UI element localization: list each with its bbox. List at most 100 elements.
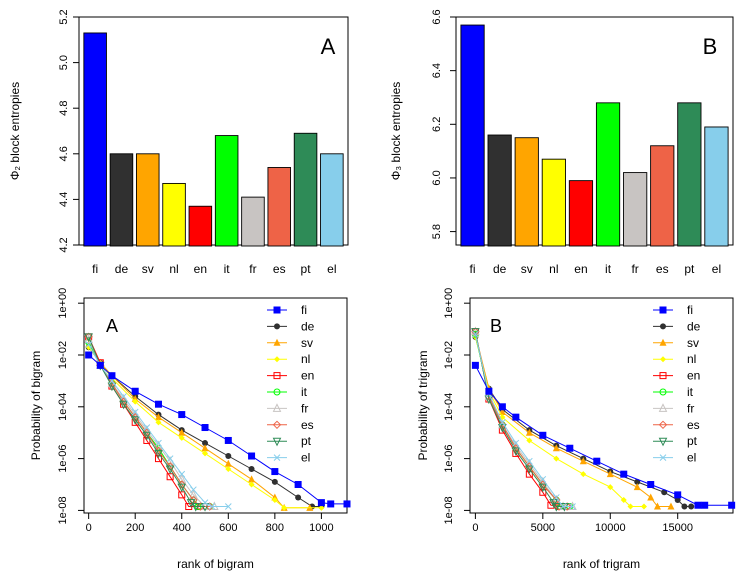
series-line-nl [474, 336, 644, 507]
y-tick-label: 1e+00 [443, 288, 455, 319]
x-tick-label-nl: nl [549, 262, 558, 276]
bar-sv [135, 153, 160, 247]
bar-de [109, 153, 134, 247]
series-line-en [474, 331, 568, 507]
data-point-fi [248, 452, 256, 460]
legend-label-es: es [301, 418, 314, 432]
data-point-el [131, 408, 139, 416]
series-en [471, 328, 571, 511]
data-point-fi [271, 468, 279, 476]
legend-marker-nl [660, 356, 666, 363]
y-axis-label: Probability of bigram [29, 351, 43, 460]
data-point-nl [225, 465, 232, 472]
data-point-fi [178, 411, 186, 419]
x-tick-label-it: it [224, 262, 231, 276]
y-tick-label: 5.2 [58, 9, 70, 24]
series-en [85, 333, 204, 511]
data-point-sv [154, 413, 162, 421]
legend-marker-sv [659, 338, 667, 346]
data-point-fi [294, 481, 302, 489]
legend-label-pt: pt [301, 434, 312, 448]
series-fi [471, 361, 736, 509]
panel-letter: B [703, 34, 718, 59]
y-tick-label: 6.6 [431, 9, 443, 24]
data-point-de [688, 503, 695, 510]
legend-marker-pt [658, 437, 668, 447]
x-tick-label: 0 [472, 522, 478, 534]
data-point-nl [526, 437, 533, 444]
bar-chart-bigram-entropy: fi de sv nl en it fr es pt el 4.2 4.4 4.6 4.8 5.0 5.2 Φ₂… [8, 9, 349, 276]
legend-marker-en [273, 372, 281, 380]
legend: fi de sv nl en it fr es pt el [267, 303, 315, 465]
x-tick-label-sv: sv [142, 262, 154, 276]
data-point-pt [484, 395, 494, 405]
series-it [85, 338, 214, 511]
x-tick-label-es: es [656, 262, 669, 276]
series-it [471, 330, 574, 511]
data-point-pt [498, 424, 507, 433]
legend-label-en: en [687, 369, 700, 383]
data-point-sv [647, 493, 655, 501]
x-tick-label-pt: pt [684, 262, 695, 276]
y-tick-label: 1e-04 [57, 393, 69, 421]
y-axis-label: Probability of trigram [416, 350, 430, 460]
legend-marker-fi [273, 306, 281, 314]
data-point-de [248, 465, 255, 472]
data-point-sv [606, 470, 614, 478]
bar-it [214, 135, 239, 247]
data-point-nl [132, 398, 139, 405]
data-point-de [634, 478, 641, 485]
data-point-el [208, 503, 216, 510]
data-point-fi [96, 361, 104, 369]
data-point-pt [538, 483, 548, 493]
bar-el [320, 153, 344, 247]
data-point-fi [327, 500, 335, 508]
x-axis-label: rank of bigram [177, 557, 254, 571]
y-tick-label: 1e-08 [443, 496, 455, 524]
legend-label-nl: nl [687, 352, 696, 366]
data-point-en [185, 503, 193, 511]
x-tick-label: 400 [173, 522, 191, 534]
data-point-fi [224, 436, 232, 444]
data-point-pt [84, 333, 93, 342]
legend-marker-de [274, 323, 280, 330]
y-tick-label: 5.0 [58, 55, 70, 70]
bar-el [704, 126, 729, 247]
data-point-sv [525, 428, 533, 436]
data-point-nl [155, 419, 162, 426]
data-point-pt [142, 431, 152, 441]
series-line-pt [474, 331, 565, 507]
x-axis-label: rank of trigram [563, 557, 640, 571]
legend-label-fi: fi [301, 303, 307, 317]
x-tick-label-en: en [194, 262, 207, 276]
x-tick-label-fr: fr [249, 262, 256, 276]
bar-pt [293, 132, 318, 247]
legend-marker-pt [272, 437, 282, 447]
legend-marker-fr [658, 403, 668, 412]
data-point-sv [224, 459, 232, 467]
data-point-el [559, 503, 567, 510]
data-point-sv [178, 428, 186, 436]
legend-marker-fr [272, 403, 282, 412]
data-point-sv [201, 444, 209, 452]
data-point-de [202, 440, 209, 447]
y-tick-label: 4.4 [58, 192, 70, 207]
data-point-de [295, 494, 302, 501]
y-tick-label: 5.8 [431, 224, 443, 239]
data-point-pt [525, 465, 534, 475]
bar-fr [241, 196, 265, 247]
data-point-el [552, 494, 560, 501]
data-point-nl [553, 455, 560, 462]
legend-label-fi: fi [687, 303, 693, 317]
data-point-nl [607, 484, 614, 491]
data-point-fi [498, 403, 506, 411]
data-point-pt [191, 503, 201, 512]
data-point-el [166, 455, 174, 462]
data-point-nl [318, 504, 325, 511]
series-line-fr [474, 331, 573, 507]
data-point-el [120, 393, 127, 400]
legend-marker-fi [659, 306, 667, 314]
legend-label-sv: sv [687, 336, 699, 350]
plot-frame [455, 16, 734, 246]
series-el [85, 341, 232, 510]
